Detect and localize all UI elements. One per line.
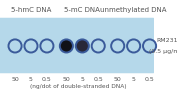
Text: 5-hmC DNA: 5-hmC DNA (11, 7, 51, 13)
Text: 50: 50 (62, 77, 70, 82)
Ellipse shape (76, 39, 89, 53)
Ellipse shape (40, 39, 53, 53)
Text: RM231: RM231 (156, 38, 177, 42)
Text: 5: 5 (132, 77, 136, 82)
Ellipse shape (92, 39, 105, 53)
Text: 5: 5 (80, 77, 84, 82)
Text: 50: 50 (114, 77, 122, 82)
Text: 0.5: 0.5 (93, 77, 103, 82)
Ellipse shape (143, 39, 156, 53)
Text: 0.5: 0.5 (145, 77, 155, 82)
Text: 0.5: 0.5 (42, 77, 52, 82)
Text: unmethylated DNA: unmethylated DNA (100, 7, 167, 13)
Text: (0.5 μg/mL): (0.5 μg/mL) (149, 49, 177, 54)
Text: 5-mC DNA: 5-mC DNA (64, 7, 100, 13)
Ellipse shape (127, 39, 140, 53)
Text: (ng/dot of double-stranded DNA): (ng/dot of double-stranded DNA) (30, 84, 126, 89)
Ellipse shape (60, 39, 73, 53)
Text: 50: 50 (11, 77, 19, 82)
Text: 5: 5 (29, 77, 33, 82)
FancyBboxPatch shape (0, 18, 154, 73)
Ellipse shape (111, 39, 124, 53)
Ellipse shape (24, 39, 38, 53)
Ellipse shape (8, 39, 22, 53)
